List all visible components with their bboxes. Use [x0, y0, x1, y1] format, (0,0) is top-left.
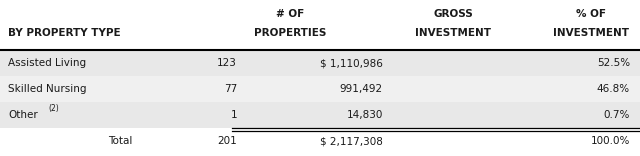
Text: $ 1,110,986: $ 1,110,986	[320, 58, 383, 68]
Text: 100.0%: 100.0%	[591, 136, 630, 146]
Text: INVESTMENT: INVESTMENT	[553, 28, 629, 38]
Text: Skilled Nursing: Skilled Nursing	[8, 84, 86, 94]
Text: 1: 1	[230, 110, 237, 120]
Text: 123: 123	[217, 58, 237, 68]
Text: Other: Other	[8, 110, 38, 120]
Text: Total: Total	[108, 136, 132, 146]
Text: 0.7%: 0.7%	[604, 110, 630, 120]
Text: INVESTMENT: INVESTMENT	[415, 28, 491, 38]
Text: Assisted Living: Assisted Living	[8, 58, 86, 68]
Text: 991,492: 991,492	[340, 84, 383, 94]
Bar	[0, 76, 640, 102]
Text: $ 2,117,308: $ 2,117,308	[320, 136, 383, 146]
Text: 201: 201	[217, 136, 237, 146]
Text: BY PROPERTY TYPE: BY PROPERTY TYPE	[8, 28, 120, 38]
Text: 77: 77	[224, 84, 237, 94]
Bar	[0, 0, 640, 50]
Text: # OF: # OF	[276, 9, 304, 19]
Text: % OF: % OF	[576, 9, 606, 19]
Bar	[0, 128, 640, 154]
Text: 52.5%: 52.5%	[597, 58, 630, 68]
Text: GROSS: GROSS	[433, 9, 473, 19]
Text: 46.8%: 46.8%	[597, 84, 630, 94]
Bar	[0, 50, 640, 76]
Bar	[0, 102, 640, 128]
Text: 14,830: 14,830	[347, 110, 383, 120]
Text: PROPERTIES: PROPERTIES	[254, 28, 326, 38]
Text: (2): (2)	[48, 105, 59, 114]
